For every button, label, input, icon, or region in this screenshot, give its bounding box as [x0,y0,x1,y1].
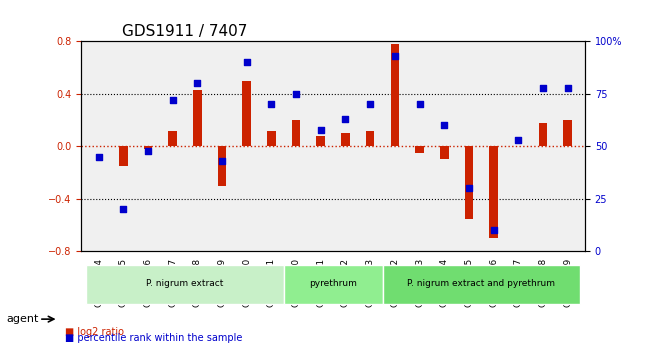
Point [242,60,252,65]
Text: ■ percentile rank within the sample: ■ percentile rank within the sample [65,333,242,343]
Text: GDS1911 / 7407: GDS1911 / 7407 [122,24,247,39]
Text: P. nigrum extract: P. nigrum extract [146,279,224,288]
Bar [539,123,547,146]
Text: ■ log2 ratio: ■ log2 ratio [65,327,124,337]
Bar [218,146,226,186]
Bar [168,131,177,146]
Point [143,148,153,153]
FancyBboxPatch shape [284,265,382,304]
Bar [144,146,152,149]
Bar [267,131,276,146]
Bar [465,146,473,218]
Point [538,85,548,90]
Bar [366,131,374,146]
Point [463,186,474,191]
Text: P. nigrum extract and pyrethrum: P. nigrum extract and pyrethrum [408,279,555,288]
Point [439,122,449,128]
Bar [440,146,448,159]
Bar [341,133,350,146]
Bar [193,90,202,146]
Point [168,97,178,103]
Text: agent: agent [6,314,39,324]
Point [316,127,326,132]
Bar [242,81,251,146]
Point [266,102,277,107]
Bar [564,120,572,146]
FancyBboxPatch shape [382,265,580,304]
Point [291,91,302,97]
Point [118,207,129,212]
Bar [391,44,399,146]
Bar [317,136,325,146]
Point [94,154,104,160]
Point [562,85,573,90]
Point [488,228,499,233]
Text: pyrethrum: pyrethrum [309,279,357,288]
Bar [415,146,424,153]
Point [340,116,350,122]
Bar [292,120,300,146]
Point [513,137,523,143]
FancyBboxPatch shape [86,265,284,304]
Point [192,81,203,86]
Point [389,53,400,59]
Bar [119,146,127,166]
Point [414,102,424,107]
Bar [489,146,498,238]
Point [365,102,375,107]
Point [217,158,228,164]
